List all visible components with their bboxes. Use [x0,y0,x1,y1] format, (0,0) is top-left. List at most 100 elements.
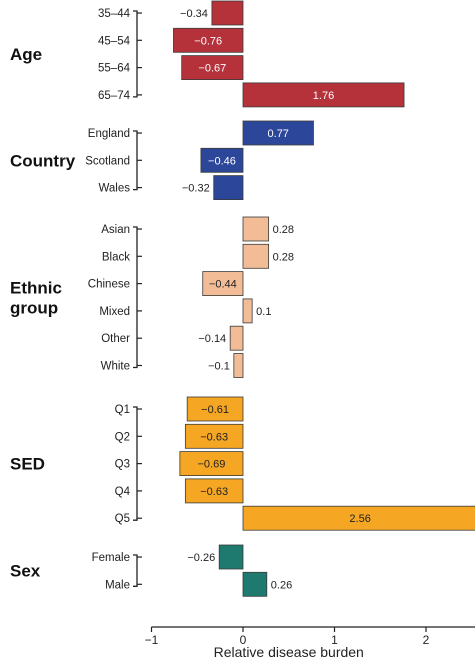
bar [242,120,314,146]
category-label: Other [101,333,130,345]
bar-row-black: Black 0.28 [102,243,294,269]
bar [186,396,244,422]
category-label: Wales [98,183,130,195]
category-label: Male [105,579,130,591]
bar [200,147,244,173]
bar-row-female: Female −0.26 [92,544,244,570]
bar-row-55-64: 55–64 −0.67 [98,55,244,80]
value-label: 0.26 [271,579,292,591]
bar-row-q1: Q1 −0.61 [115,396,244,422]
value-label: 1.76 [313,90,334,102]
bar [179,451,244,477]
category-label: Mixed [99,306,130,318]
bar [202,271,244,297]
group-label: Ethnic group [10,278,62,317]
group-ethnic-group: Ethnic group Asian 0.28 Black 0.28 Chinese −0.4… [10,216,294,378]
bar-row-male: Male 0.26 [105,571,292,597]
category-label: Chinese [88,279,130,291]
group-label: Sex [10,562,41,581]
value-label: −0.76 [194,35,222,47]
bar [229,325,244,351]
bar [233,353,244,378]
value-label: −0.14 [198,333,226,345]
bar [218,544,244,570]
value-label: 2.56 [349,513,370,525]
x-tick-label: −1 [145,633,159,647]
category-label: 55–64 [98,63,131,75]
bar-row-chinese: Chinese −0.44 [88,271,244,297]
bar-row-q3: Q3 −0.69 [115,451,244,477]
group-country: Country England 0.77 Scotland −0.46 Wales −0.3… [10,120,314,201]
value-label: −0.63 [200,431,228,443]
group-label: Country [10,151,76,170]
category-label: Q5 [115,513,130,525]
bar-row-scotland: Scotland −0.46 [85,147,244,173]
value-label: −0.67 [198,63,226,75]
bar-row-q5: Q5 2.56 [115,505,475,531]
bar [242,505,475,531]
value-label: −0.69 [198,459,226,471]
bar [242,82,405,108]
bar-row-q4: Q4 −0.63 [115,478,244,504]
bar-row-65-74: 65–74 1.76 [98,82,405,108]
bar [242,243,270,269]
category-label: England [88,128,130,140]
group-bracket [133,130,138,191]
group-bracket [133,554,138,587]
chart-groups: Age 35–44 −0.34 45–54 −0.76 55–64 −0.67 65–74 1.… [10,0,475,597]
x-axis: −1 0 1 2 [145,626,475,647]
bar-row-mixed: Mixed 0.1 [99,298,271,324]
value-label: −0.61 [201,404,229,416]
value-label: −0.46 [208,155,236,167]
value-label: −0.44 [209,279,237,291]
value-label: −0.1 [208,361,230,373]
group-sex: Sex Female −0.26 Male 0.26 [10,544,292,597]
bar [211,0,244,26]
bar-row-45-54: 45–54 −0.76 [98,27,244,53]
category-label: Asian [101,224,130,236]
group-age: Age 35–44 −0.34 45–54 −0.76 55–64 −0.67 65–74 1.… [10,0,405,108]
value-label: 0.28 [273,251,294,263]
bar [242,571,268,597]
bar [184,478,244,504]
bar-row-q2: Q2 −0.63 [115,423,244,449]
value-label: 0.77 [268,128,289,140]
bar-row-asian: Asian 0.28 [101,216,294,242]
category-label: Female [92,552,130,564]
category-label: Q2 [115,431,130,443]
group-label: Age [10,45,42,64]
category-label: Q3 [115,459,130,471]
value-label: −0.26 [187,552,215,564]
category-label: Q1 [115,404,130,416]
value-label: 0.28 [273,224,294,236]
value-label: 0.1 [256,306,271,318]
category-label: Scotland [85,155,130,167]
category-label: Q4 [115,486,131,498]
value-label: −0.34 [180,8,208,20]
bar [213,175,244,201]
bar-row-white: White −0.1 [101,353,244,378]
group-bracket [133,226,138,369]
bar [242,216,270,242]
category-label: White [101,361,130,373]
x-tick-label: 1 [331,633,338,647]
x-tick-label: 2 [423,633,430,647]
value-label: −0.32 [182,183,210,195]
x-axis-title: Relative disease burden [214,644,364,660]
group-bracket [133,406,138,521]
group-label: SED [10,455,45,474]
bar [242,298,253,324]
bar-row-other: Other −0.14 [101,325,244,351]
category-label: 65–74 [98,90,131,102]
category-label: 45–54 [98,35,131,47]
bar-row-england: England 0.77 [88,120,314,146]
category-label: Black [102,251,130,263]
bar-row-35-44: 35–44 −0.34 [98,0,244,26]
group-bracket [133,10,138,98]
bar [181,55,244,80]
x-tick-label: 0 [240,633,247,647]
bar [173,27,244,53]
bar-row-wales: Wales −0.32 [98,175,244,201]
bar [184,423,244,449]
